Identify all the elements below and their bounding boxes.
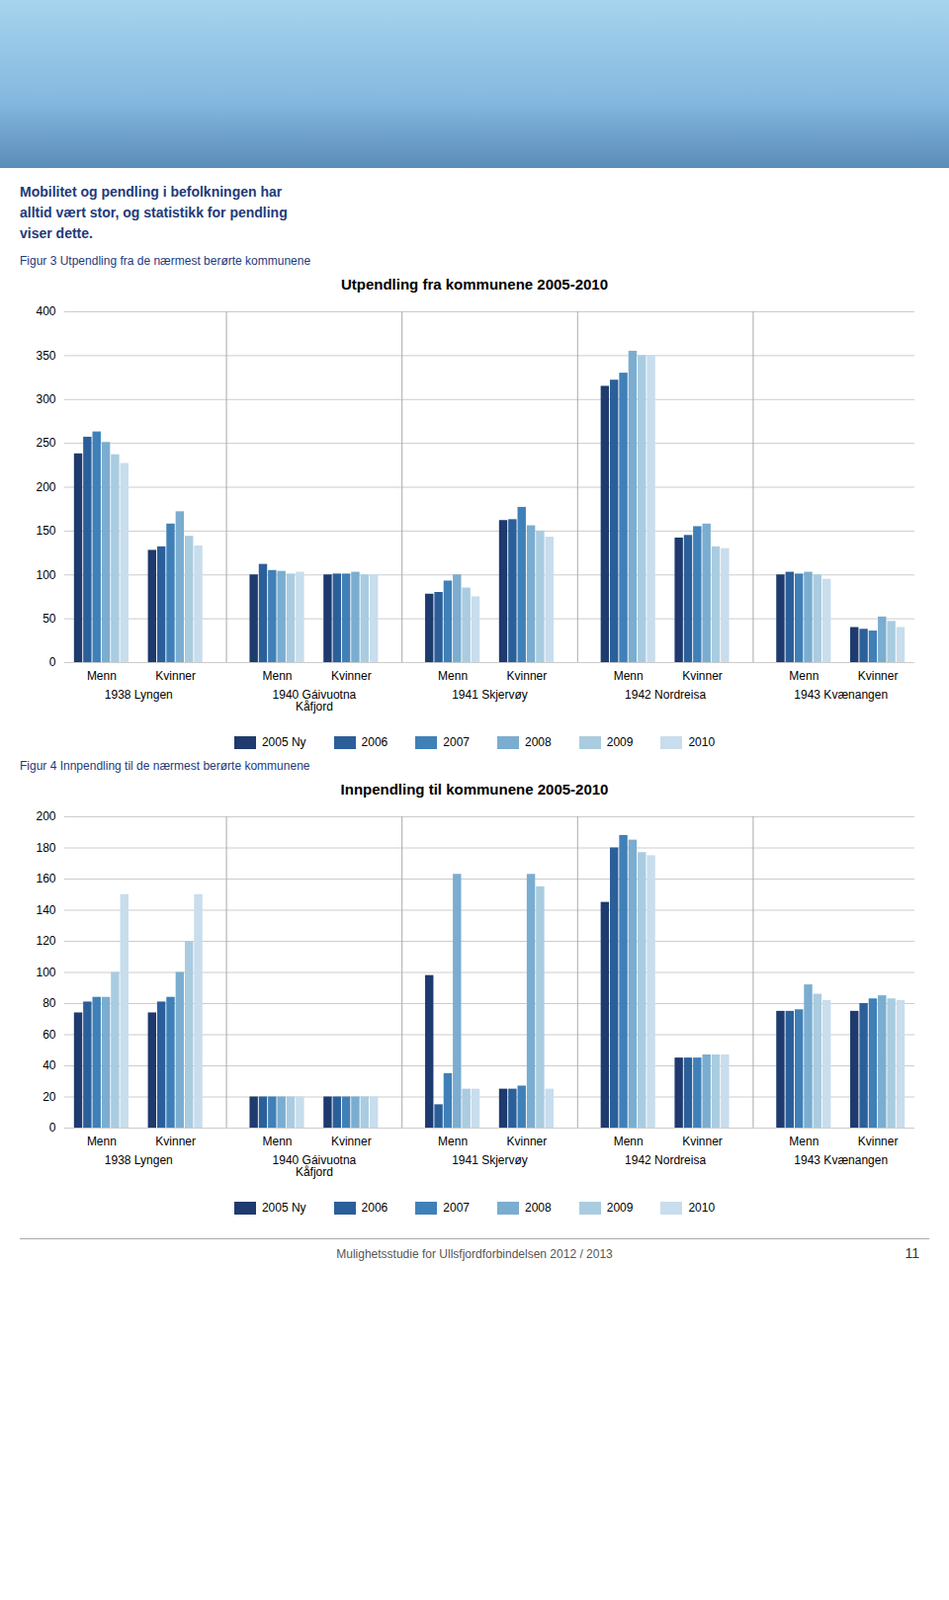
html-text:2010: 2010 (688, 1201, 715, 1215)
html-text:viser dette.: viser dette. (19, 225, 93, 242)
html-text:2006: 2006 (361, 735, 388, 750)
html-text:2006: 2006 (361, 1201, 388, 1215)
svg-text:0: 0 (49, 1121, 57, 1135)
svg-text:140: 140 (35, 903, 56, 918)
svg-text:Menn: Menn (86, 669, 117, 684)
html-text:Mobilitet og pendling i befolk: Mobilitet og pendling i befolkningen har (19, 183, 282, 200)
svg-text:250: 250 (35, 435, 56, 450)
svg-text:100: 100 (35, 965, 56, 980)
svg-text:160: 160 (35, 871, 56, 886)
svg-text:Kvinner: Kvinner (682, 669, 723, 684)
svg-text:Kvinner: Kvinner (682, 1134, 723, 1149)
html-text:2005 Ny: 2005 Ny (261, 1201, 307, 1215)
svg-text:Menn: Menn (261, 669, 292, 684)
html-text:2008: 2008 (524, 1201, 552, 1215)
svg-text:0: 0 (49, 655, 57, 670)
svg-text:200: 200 (35, 480, 56, 495)
svg-text:Menn: Menn (613, 1134, 644, 1149)
svg-text:Kvinner: Kvinner (858, 669, 899, 684)
html-text:2010: 2010 (688, 735, 715, 750)
svg-text:20: 20 (42, 1090, 57, 1105)
svg-text:40: 40 (42, 1058, 57, 1073)
svg-text:Menn: Menn (788, 1134, 819, 1149)
html-text:2009: 2009 (606, 735, 634, 750)
html-text:Utpendling fra kommunene 2005-: Utpendling fra kommunene 2005-2010 (341, 275, 608, 293)
html-text:Figur 4 Innpendling til de nær: Figur 4 Innpendling til de nærmest berør… (19, 759, 310, 774)
svg-text:1940 GáivuotnaKåfjord: 1940 GáivuotnaKåfjord (272, 688, 357, 714)
svg-text:400: 400 (35, 304, 56, 319)
svg-text:Menn: Menn (613, 669, 644, 684)
html-text:2009: 2009 (606, 1201, 634, 1215)
svg-text:60: 60 (42, 1028, 57, 1042)
svg-text:Kvinner: Kvinner (155, 1134, 196, 1149)
svg-text:100: 100 (35, 568, 56, 583)
html-text:Mulighetsstudie for Ullsfjordf: Mulighetsstudie for Ullsfjordforbindelse… (336, 1247, 613, 1262)
svg-text:1938 Lyngen: 1938 Lyngen (104, 688, 173, 702)
svg-text:300: 300 (35, 392, 56, 407)
svg-text:Menn: Menn (788, 669, 819, 684)
svg-text:1938 Lyngen: 1938 Lyngen (104, 1153, 173, 1168)
svg-text:Menn: Menn (86, 1134, 117, 1149)
html-text:2005 Ny: 2005 Ny (261, 735, 307, 750)
svg-text:1942 Nordreisa: 1942 Nordreisa (624, 688, 706, 702)
html-text:2007: 2007 (443, 1201, 470, 1215)
svg-text:120: 120 (35, 934, 56, 949)
svg-text:Menn: Menn (437, 1134, 468, 1149)
svg-text:1943 Kvænangen: 1943 Kvænangen (793, 688, 888, 702)
html-text:Figur 3 Utpendling fra de nærm: Figur 3 Utpendling fra de nærmest berørt… (19, 254, 311, 268)
svg-text:1943 Kvænangen: 1943 Kvænangen (793, 1153, 888, 1168)
svg-text:Kvinner: Kvinner (331, 669, 372, 684)
svg-text:Menn: Menn (437, 669, 468, 684)
svg-text:1941 Skjervøy: 1941 Skjervøy (451, 688, 528, 702)
html-text:11: 11 (905, 1245, 920, 1262)
svg-text:180: 180 (35, 841, 56, 856)
svg-text:1940 GáivuotnaKåfjord: 1940 GáivuotnaKåfjord (272, 1153, 357, 1180)
svg-text:Kvinner: Kvinner (155, 669, 196, 684)
svg-text:80: 80 (42, 996, 57, 1011)
html-text:2007: 2007 (443, 735, 470, 750)
svg-text:1942 Nordreisa: 1942 Nordreisa (624, 1153, 706, 1168)
svg-text:Kvinner: Kvinner (507, 1134, 548, 1149)
svg-text:Menn: Menn (261, 1134, 292, 1149)
html-text:2008: 2008 (524, 735, 552, 750)
svg-text:150: 150 (35, 523, 56, 538)
html-text:Innpendling til kommunene 2005: Innpendling til kommunene 2005-2010 (340, 780, 609, 798)
svg-text:200: 200 (35, 809, 56, 824)
svg-text:Kvinner: Kvinner (858, 1134, 899, 1149)
svg-text:50: 50 (42, 611, 57, 626)
svg-text:Kvinner: Kvinner (331, 1134, 372, 1149)
svg-text:Kvinner: Kvinner (507, 669, 548, 684)
html-text:alltid vært stor, og statistik: alltid vært stor, og statistikk for pend… (19, 204, 288, 221)
svg-text:1941 Skjervøy: 1941 Skjervøy (451, 1153, 528, 1168)
svg-text:350: 350 (35, 348, 56, 363)
